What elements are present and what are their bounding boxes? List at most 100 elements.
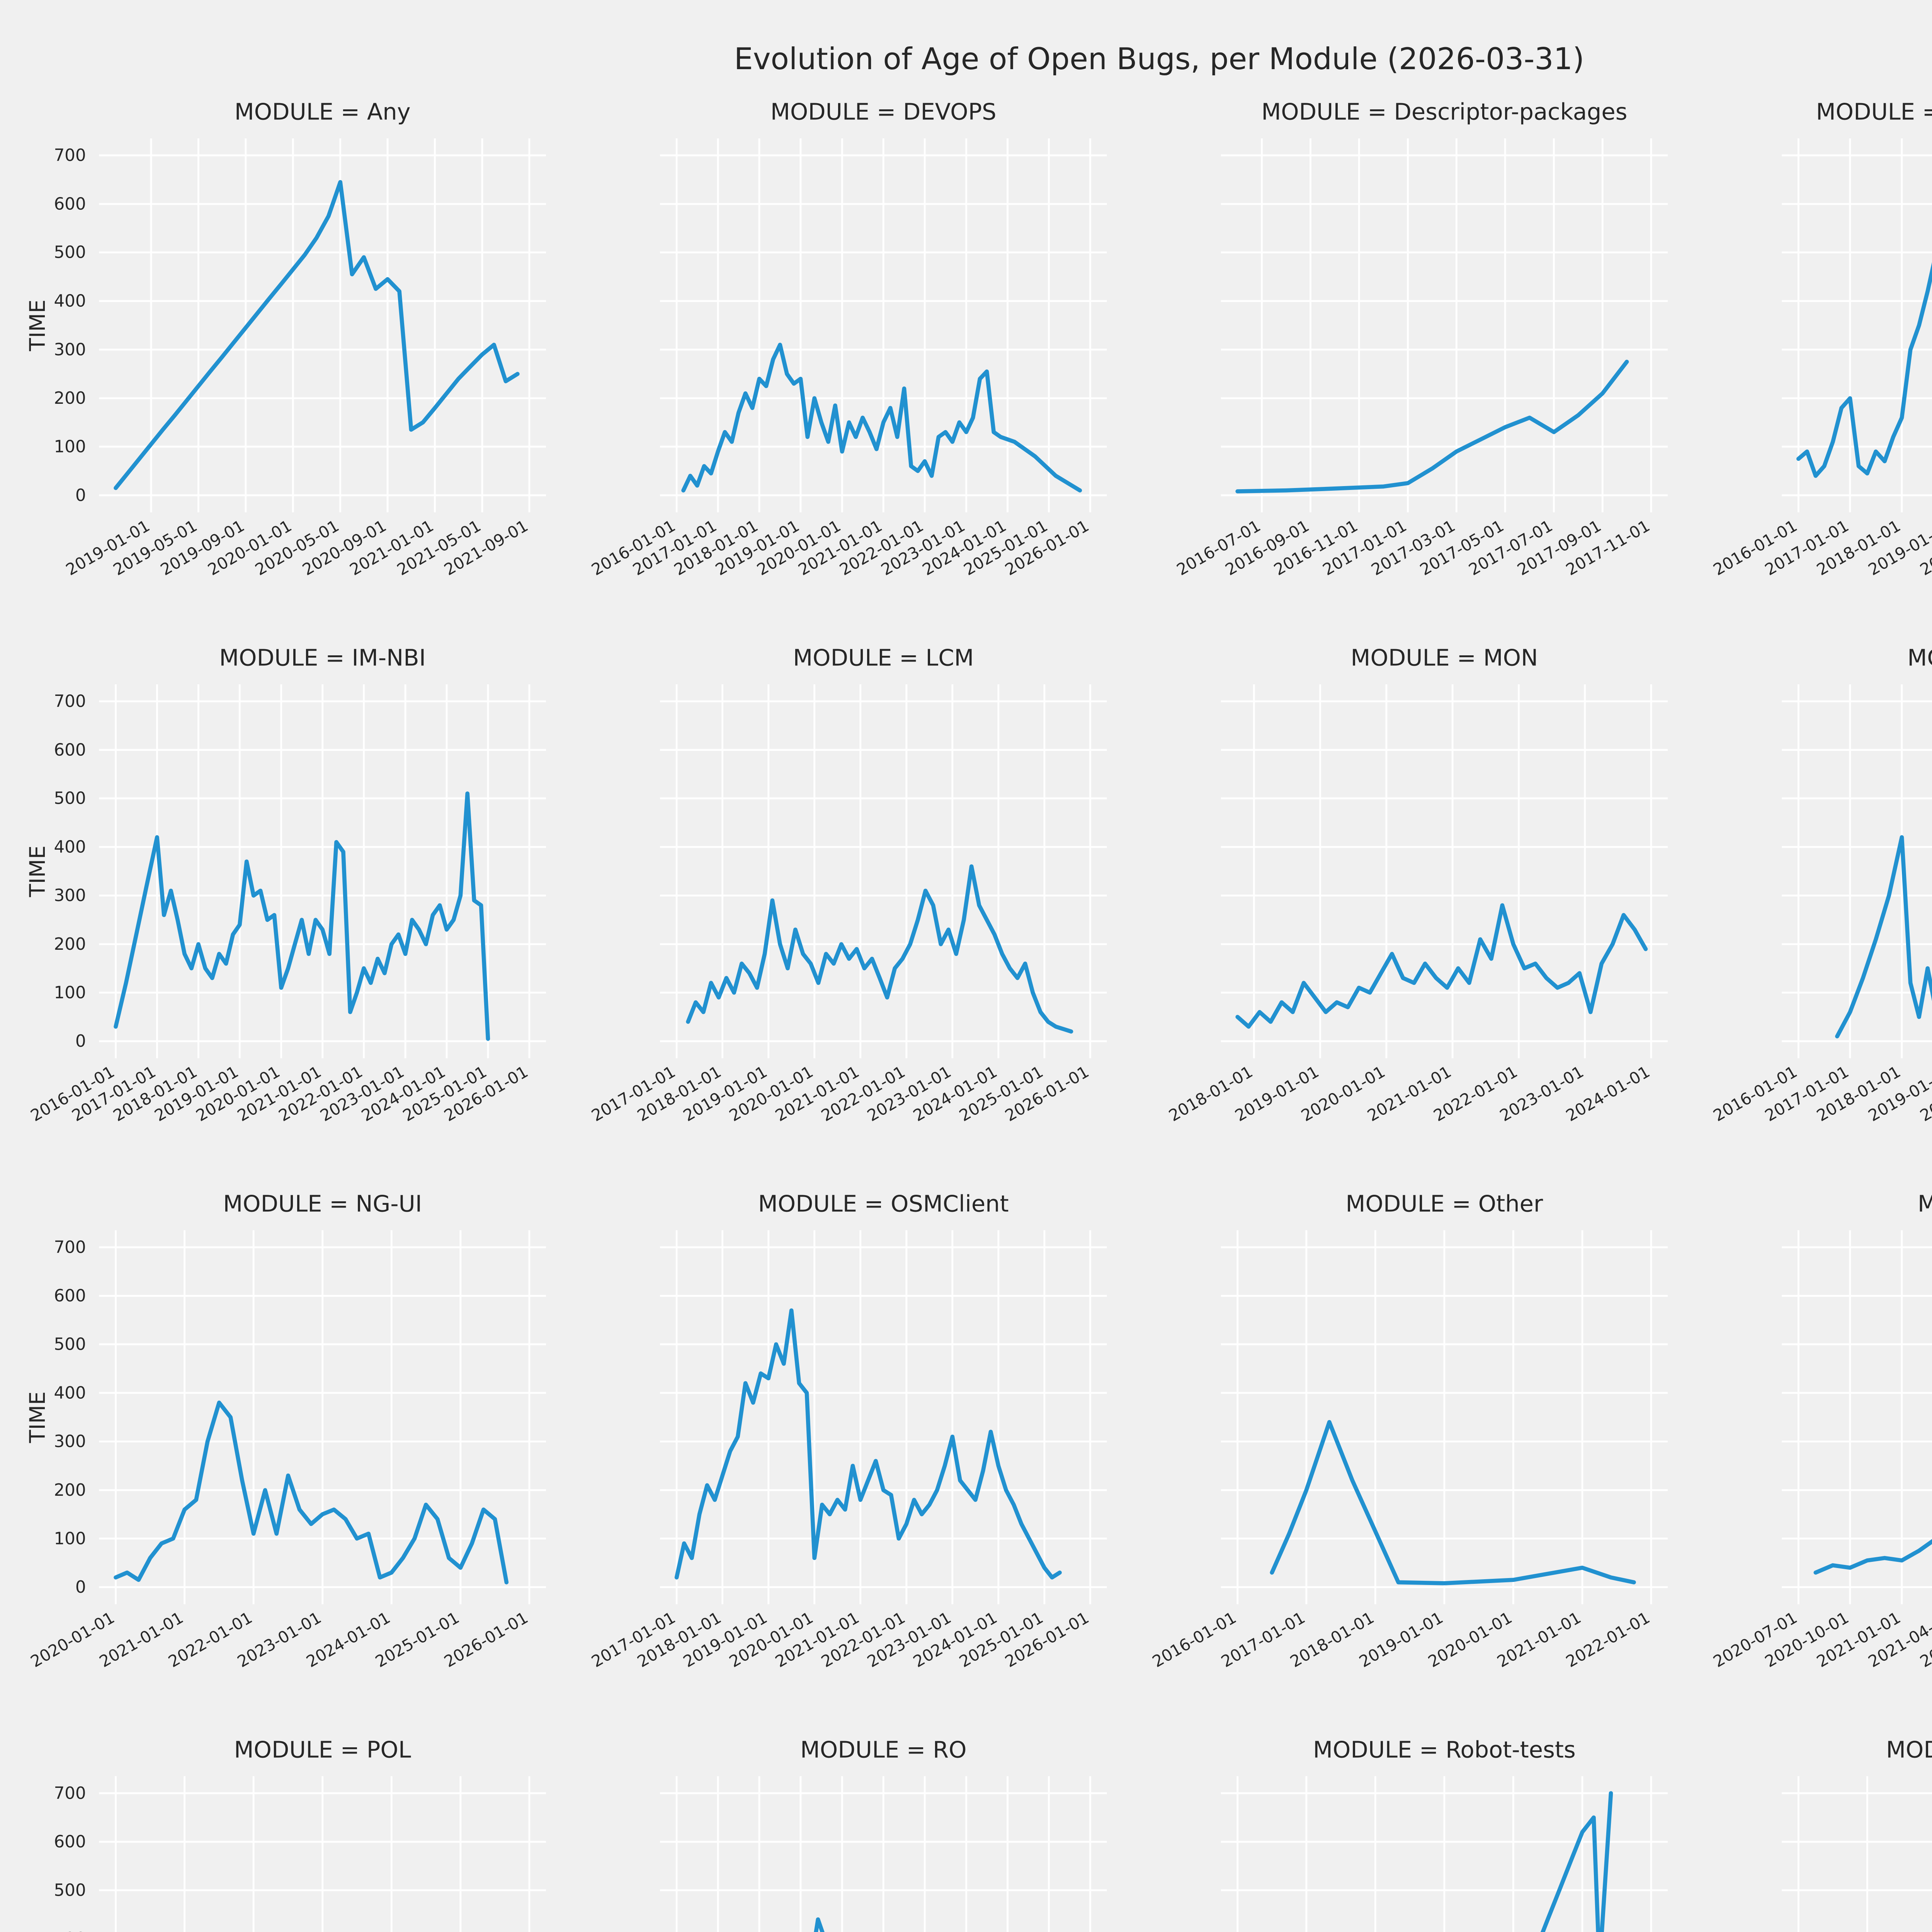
plot-background [1148,93,1709,639]
plot-background [26,639,587,1185]
subplot-n2vc: MODULE = N2VC2016-01-012017-01-012018-01… [1709,639,1932,1185]
plot-background [1709,639,1932,1185]
chart-canvas-other: MODULE = Other2016-01-012017-01-012018-0… [1148,1185,1709,1731]
subplot-title: MODULE = IM-NBI [219,645,426,671]
y-tick-label: 100 [54,983,86,1002]
y-tick-label: 700 [54,146,86,165]
subplot-osmclient: MODULE = OSMClient 2017-01-01 2018-01-01 20… [587,1185,1148,1731]
y-tick-label: 500 [54,1881,86,1900]
chart-canvas-im-nbi: MODULE = IM-NBI2016-01-012017-01-012018-… [26,639,587,1185]
y-tick-label: 0 [75,1578,86,1597]
series-line [114,791,490,1041]
subplot-ng-ui: MODULE = NG-UI 2020-01-01 2021-01-01 2022-0… [26,1185,587,1731]
subplot-title: MODULE = LCM [793,645,974,671]
chart-canvas-pol: MODULE = POL2018-01-012019-01-012020-01-… [26,1731,587,1932]
chart-canvas-ng-ui: MODULE = NG-UI2020-01-012021-01-012022-0… [26,1185,587,1731]
plot-background [26,93,587,639]
y-axis-label: TIME [26,845,50,898]
subplot-im-nbi: MODULE = IM-NBI 2016-01-01 2017-01-01 2018-… [26,639,587,1185]
series-line [1270,1420,1636,1585]
plot-background [26,1731,587,1932]
subplot-title: MODULE = Descriptor-packages [1261,99,1627,125]
chart-canvas-robot-tests: MODULE = Robot-tests2020-01-012021-01-01… [1148,1731,1709,1932]
subplot-pla: MODULE = PLA2020-07-012020-10-012021-01-… [1709,1185,1932,1731]
subplot-robot-tests: MODULE = Robot-tests2020-01-012021-01-01… [1148,1731,1709,1932]
subplot-title: MODULE = POL [234,1736,411,1763]
y-tick-label: 500 [54,789,86,808]
subplot-unknown: MODULE = Unknown2016-01-012017-01-012018… [1709,1731,1932,1932]
y-tick-label: 400 [54,1383,86,1403]
subplot-documentation-wiki: MODULE = Documentation / Wiki2016-01-012… [1709,93,1932,639]
chart-canvas-unknown: MODULE = Unknown2016-01-012017-01-012018… [1709,1731,1932,1932]
subplot-title: MODULE = MON [1351,645,1538,671]
y-axis-label: TIME [26,299,50,352]
series-line [681,342,1082,493]
subplot-title: MODULE = PLA [1918,1190,1932,1217]
chart-canvas-descriptor-packages: MODULE = Descriptor-packages2016-07-0120… [1148,93,1709,639]
plot-background [587,93,1148,639]
y-tick-label: 700 [54,692,86,711]
y-tick-label: 200 [54,1481,86,1500]
y-tick-label: 0 [75,1032,86,1051]
y-tick-label: 0 [75,486,86,505]
subplot-title: MODULE = Other [1346,1190,1543,1217]
series-line [674,1308,1062,1580]
subplot-title: MODULE = NG-UI [223,1190,422,1217]
y-tick-label: 200 [54,389,86,408]
y-tick-label: 400 [54,1929,86,1932]
subplot-title: MODULE = Documentation / Wiki [1816,99,1932,125]
figure-title: Evolution of Age of Open Bugs, per Modul… [734,41,1585,77]
chart-canvas-ro: MODULE = RO2016-01-012017-01-012018-01-0… [587,1731,1148,1932]
subplot-title: MODULE = Robot-tests [1313,1736,1576,1763]
y-tick-label: 500 [54,243,86,262]
chart-canvas-n2vc: MODULE = N2VC2016-01-012017-01-012018-01… [1709,639,1932,1185]
y-tick-label: 600 [54,1832,86,1852]
series-line [114,180,520,490]
subplot-title: MODULE = N2VC [1907,645,1932,671]
subplot-title: MODULE = Any [235,99,411,125]
charts-grid: MODULE = Any 2019-01-01 2019-05-01 2019-09-… [0,93,1932,1932]
plot-background [26,1185,587,1731]
plot-background [1148,1731,1709,1932]
plot-background [1709,93,1932,639]
chart-canvas-pla: MODULE = PLA2020-07-012020-10-012021-01-… [1709,1185,1932,1731]
y-tick-label: 300 [54,340,86,359]
chart-canvas-devops: MODULE = DEVOPS2016-01-012017-01-012018-… [587,93,1148,639]
subplot-any: MODULE = Any 2019-01-01 2019-05-01 2019-09-… [26,93,587,639]
series-line [1813,1539,1932,1575]
series-line [1235,359,1629,493]
plot-background [1709,1185,1932,1731]
y-tick-label: 700 [54,1784,86,1803]
y-tick-label: 300 [54,1432,86,1451]
subplot-title: MODULE = RO [800,1736,967,1763]
y-tick-label: 300 [54,886,86,905]
y-axis-label: TIME [26,1391,50,1444]
y-tick-label: 600 [54,740,86,760]
series-line [1835,835,1932,1039]
subplot-other: MODULE = Other 2016-01-01 2017-01-01 2018-0… [1148,1185,1709,1731]
subplot-descriptor-packages: MODULE = Descriptor-packages 2016-07-01 20… [1148,93,1709,639]
series-line [1541,1791,1613,1932]
subplot-ro: MODULE = RO2016-01-012017-01-012018-01-0… [587,1731,1148,1932]
plot-background [587,1185,1148,1731]
subplot-title: MODULE = OSMClient [758,1190,1009,1217]
subplot-devops: MODULE = DEVOPS 2016-01-01 2017-01-01 2018-… [587,93,1148,639]
chart-canvas-osmclient: MODULE = OSMClient2017-01-012018-01-0120… [587,1185,1148,1731]
series-line [1796,262,1932,478]
plot-background [1709,1731,1932,1932]
subplot-lcm: MODULE = LCM 2017-01-01 2018-01-01 2019-01-… [587,639,1148,1185]
y-tick-label: 600 [54,194,86,214]
subplot-mon: MODULE = MON 2018-01-01 2019-01-01 2020-01-… [1148,639,1709,1185]
chart-canvas-mon: MODULE = MON2018-01-012019-01-012020-01-… [1148,639,1709,1185]
subplot-title: MODULE = Unknown [1886,1736,1932,1763]
plot-background [1148,639,1709,1185]
series-line [686,864,1073,1034]
y-tick-label: 600 [54,1286,86,1306]
chart-canvas-lcm: MODULE = LCM2017-01-012018-01-012019-01-… [587,639,1148,1185]
chart-canvas-any: MODULE = Any2019-01-012019-05-012019-09-… [26,93,587,639]
plot-background [587,639,1148,1185]
subplot-title: MODULE = DEVOPS [770,99,997,125]
y-tick-label: 400 [54,292,86,311]
